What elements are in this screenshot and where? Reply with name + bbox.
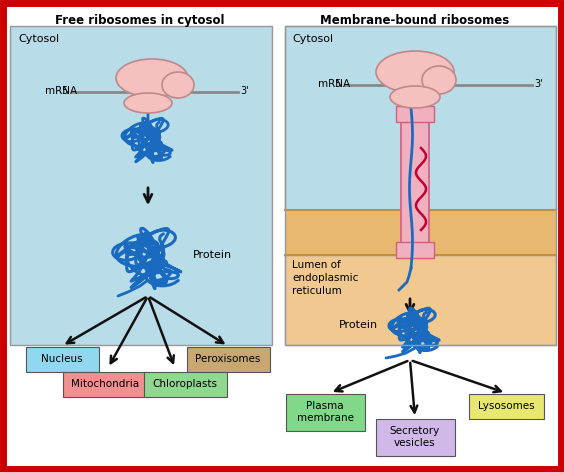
- Text: Protein: Protein: [339, 320, 378, 330]
- Text: 5': 5': [61, 86, 70, 96]
- Bar: [285, 26, 556, 210]
- Text: Cytosol: Cytosol: [292, 34, 333, 44]
- Bar: [285, 210, 556, 255]
- Text: Secretory
vesicles: Secretory vesicles: [390, 426, 440, 448]
- Bar: [285, 255, 556, 345]
- Text: mRNA: mRNA: [45, 86, 77, 96]
- Text: Lysosomes: Lysosomes: [478, 401, 534, 411]
- Ellipse shape: [390, 86, 440, 108]
- Text: 3': 3': [534, 79, 543, 89]
- FancyBboxPatch shape: [63, 371, 148, 396]
- Text: Membrane-bound ribosomes: Membrane-bound ribosomes: [320, 14, 510, 27]
- FancyBboxPatch shape: [396, 242, 434, 258]
- Text: 5': 5': [334, 79, 343, 89]
- Ellipse shape: [422, 66, 456, 94]
- FancyBboxPatch shape: [187, 346, 270, 371]
- FancyBboxPatch shape: [469, 394, 544, 419]
- Text: Free ribosomes in cytosol: Free ribosomes in cytosol: [55, 14, 224, 27]
- Text: Lumen of
endoplasmic
reticulum: Lumen of endoplasmic reticulum: [292, 260, 358, 296]
- Text: Nucleus: Nucleus: [41, 354, 83, 364]
- FancyBboxPatch shape: [376, 419, 455, 455]
- Ellipse shape: [124, 93, 172, 113]
- Text: Peroxisomes: Peroxisomes: [195, 354, 261, 364]
- Text: mRNA: mRNA: [318, 79, 350, 89]
- FancyBboxPatch shape: [25, 346, 99, 371]
- Ellipse shape: [376, 51, 454, 93]
- FancyBboxPatch shape: [396, 106, 434, 122]
- Text: Cytosol: Cytosol: [18, 34, 59, 44]
- FancyBboxPatch shape: [285, 394, 364, 430]
- Bar: [10, 26, 272, 345]
- Ellipse shape: [162, 72, 194, 98]
- Text: 3': 3': [240, 86, 249, 96]
- Ellipse shape: [116, 59, 188, 97]
- FancyBboxPatch shape: [143, 371, 227, 396]
- Text: Plasma
membrane: Plasma membrane: [297, 401, 354, 423]
- Text: Protein: Protein: [193, 250, 232, 260]
- Bar: [401, 108, 429, 258]
- Bar: [285, 26, 556, 345]
- Text: Mitochondria: Mitochondria: [71, 379, 139, 389]
- Text: Chloroplasts: Chloroplasts: [152, 379, 218, 389]
